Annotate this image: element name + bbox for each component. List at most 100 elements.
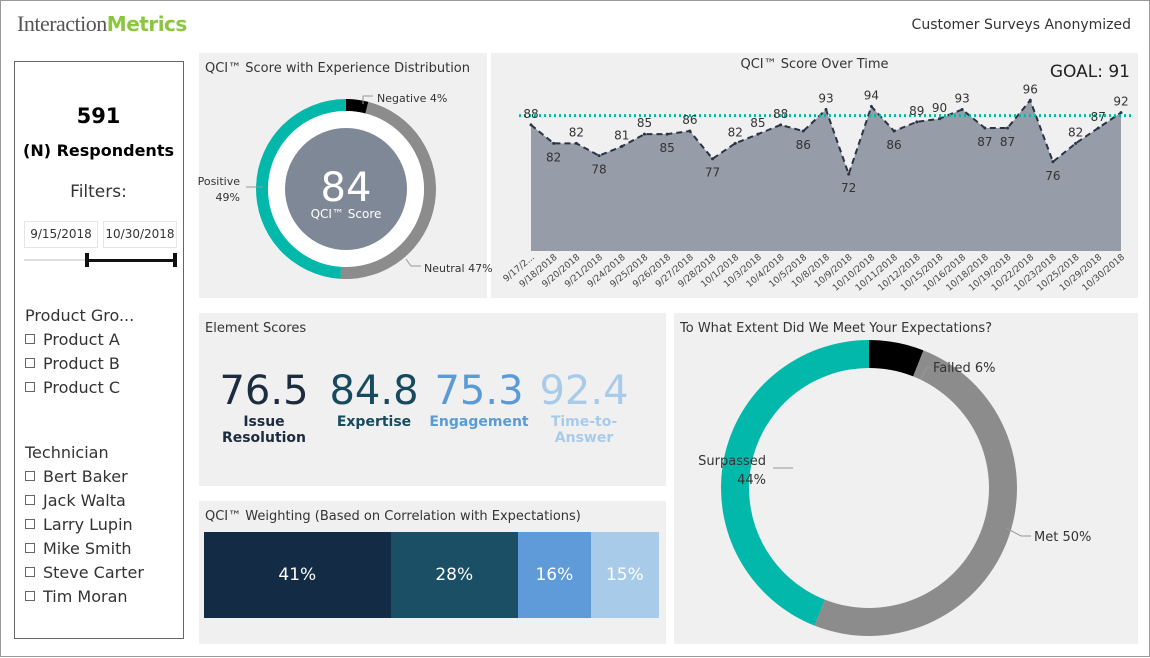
positive-pct: 49%: [216, 191, 240, 204]
surpassed-label: Surpassed: [698, 454, 766, 469]
weighting-segment: 41%: [204, 532, 391, 618]
data-label: 85: [750, 116, 765, 130]
data-label: 82: [569, 125, 584, 139]
score-label: Engagement: [429, 414, 529, 430]
data-label: 87: [1000, 135, 1015, 149]
checkbox[interactable]: [25, 543, 35, 553]
report-title: Customer Surveys Anonymized: [911, 17, 1131, 33]
element-score: 84.8 Expertise: [319, 368, 429, 430]
qci-donut-segment: [340, 101, 436, 279]
weighting-segment: 16%: [517, 532, 591, 618]
element-scores-panel: Element Scores 76.5 Issue Resolution 84.8 E…: [199, 313, 666, 486]
data-point: [597, 154, 601, 158]
qci-score-value: 84: [321, 165, 372, 211]
data-point: [801, 129, 805, 133]
checkbox[interactable]: [25, 471, 35, 481]
score-label: Issue Resolution: [221, 414, 307, 446]
checkbox[interactable]: [25, 591, 35, 601]
goal-label: GOAL: 91: [1049, 62, 1130, 82]
data-point: [915, 120, 919, 124]
date-end-input[interactable]: 10/30/2018: [103, 221, 177, 248]
technician-filter-item[interactable]: Tim Moran: [25, 584, 182, 608]
product-filter-item[interactable]: Product B: [25, 351, 182, 375]
product-filter-item[interactable]: Product A: [25, 327, 182, 351]
data-label: 96: [1023, 82, 1038, 96]
slider-end-handle[interactable]: [173, 253, 177, 267]
neutral-leader: [405, 258, 421, 267]
surpassed-pct: 44%: [737, 473, 766, 488]
product-filter-item-label: Product B: [43, 353, 120, 373]
data-point: [869, 104, 873, 108]
qci-donut-segment: [255, 99, 346, 279]
weighting-segment-label: 16%: [535, 565, 574, 585]
data-label: 82: [1068, 125, 1083, 139]
checkbox[interactable]: [25, 495, 35, 505]
data-label: 93: [955, 92, 970, 106]
data-point: [642, 132, 646, 136]
checkbox[interactable]: [25, 382, 35, 392]
data-label: 72: [841, 181, 856, 195]
positive-label: Positive: [198, 175, 241, 188]
technician-filter-item[interactable]: Jack Walta: [25, 488, 182, 512]
expectations-donut-segment: [869, 340, 924, 377]
data-point: [1119, 111, 1123, 115]
data-label: 87: [1091, 110, 1106, 124]
qci-score-circle: [285, 128, 407, 250]
product-filter-item[interactable]: Product C: [25, 375, 182, 399]
score-value: 84.8: [329, 368, 419, 414]
element-score: 76.5 Issue Resolution: [209, 368, 319, 446]
data-point: [824, 108, 828, 112]
data-point: [529, 123, 533, 127]
technician-filter-item[interactable]: Larry Lupin: [25, 512, 182, 536]
technician-filter-item[interactable]: Steve Carter: [25, 560, 182, 584]
data-point: [574, 141, 578, 145]
logo: InteractionMetrics: [17, 11, 187, 36]
data-point: [779, 123, 783, 127]
technician-filter-item-label: Mike Smith: [43, 538, 132, 558]
expectations-donut-segment: [814, 350, 1018, 636]
checkbox[interactable]: [25, 334, 35, 344]
failed-leader: [920, 366, 931, 380]
slider-start-handle[interactable]: [84, 253, 89, 267]
met-leader: [1005, 527, 1031, 537]
element-score: 75.3 Engagement: [424, 368, 534, 430]
score-label: Time-to-Answer: [550, 414, 618, 446]
failed-label: Failed 6%: [933, 361, 995, 376]
data-label: 90: [932, 101, 947, 115]
weighting-segment-label: 15%: [605, 565, 644, 585]
filters-label: Filters:: [70, 182, 127, 202]
product-filter-item-label: Product C: [43, 377, 121, 397]
sidebar: 591 (N) Respondents Filters: 9/15/2018 1…: [14, 61, 184, 639]
data-point: [756, 132, 760, 136]
data-label: 92: [1113, 95, 1128, 109]
qci-donut-title: QCI™ Score with Experience Distribution: [205, 61, 471, 76]
chart-title: QCI™ Score Over Time: [740, 57, 889, 72]
checkbox[interactable]: [25, 519, 35, 529]
expectations-donut-segment: [720, 340, 869, 626]
data-point: [1051, 160, 1055, 164]
negative-label: Negative 4%: [377, 92, 447, 105]
technician-filter-item-label: Bert Baker: [43, 466, 128, 486]
neutral-label: Neutral 47%: [424, 262, 493, 275]
weighting-panel: QCI™ Weighting (Based on Correlation wit…: [199, 501, 666, 644]
data-label: 89: [909, 104, 924, 118]
data-point: [733, 141, 737, 145]
weighting-segment: 28%: [390, 532, 518, 618]
technician-filter-item-label: Larry Lupin: [43, 514, 133, 534]
checkbox[interactable]: [25, 567, 35, 577]
checkbox[interactable]: [25, 358, 35, 368]
technician-filter-item-label: Tim Moran: [43, 586, 128, 606]
weighting-bar: 41% 28% 16% 15%: [204, 532, 659, 618]
technician-filter-item[interactable]: Mike Smith: [25, 536, 182, 560]
data-point: [847, 172, 851, 176]
data-label: 82: [546, 150, 561, 164]
data-label: 86: [796, 138, 811, 152]
date-start-input[interactable]: 9/15/2018: [24, 221, 98, 248]
data-label: 86: [886, 138, 901, 152]
score-label: Expertise: [336, 414, 412, 430]
weighting-title: QCI™ Weighting (Based on Correlation wit…: [205, 509, 581, 524]
technician-filter-item-label: Jack Walta: [43, 490, 126, 510]
technician-filter-item[interactable]: Bert Baker: [25, 464, 182, 488]
data-label: 77: [705, 166, 720, 180]
data-label: 93: [818, 92, 833, 106]
